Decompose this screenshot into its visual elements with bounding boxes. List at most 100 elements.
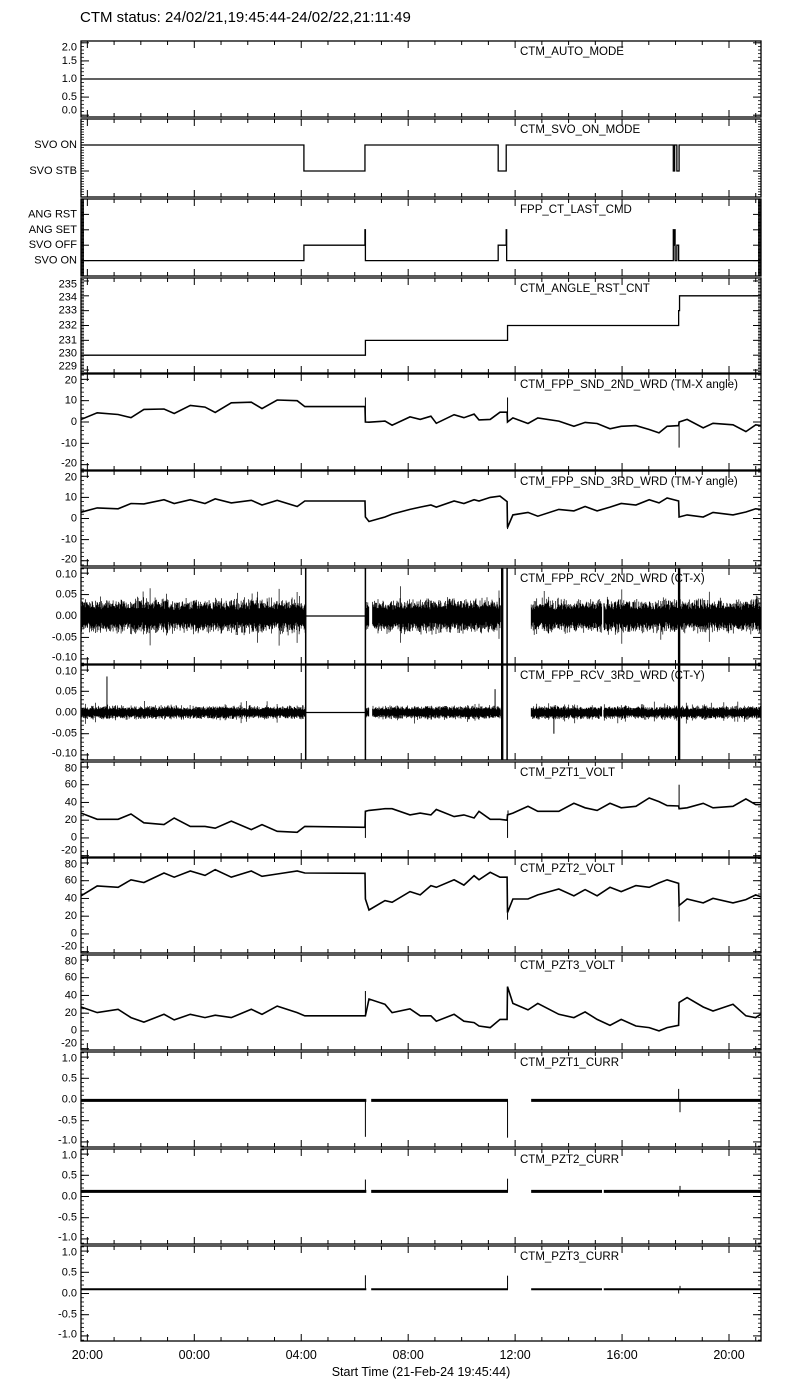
- y-tick-label: -1.0: [58, 1232, 77, 1244]
- y-tick-label: -20: [61, 458, 77, 470]
- panel-title: CTM_PZT1_VOLT: [520, 767, 615, 779]
- y-tick-label: 0.10: [56, 569, 77, 581]
- y-tick-label: 10: [65, 491, 77, 503]
- y-tick-label: 0: [71, 513, 77, 525]
- panels: 2.01.5 1.0 0.5 0.0 CTM_AUTO_MODE SVO ON SVO ST…: [28, 40, 762, 1362]
- y-tick-label: 20: [65, 910, 77, 922]
- y-tick-label: 0.05: [56, 685, 77, 697]
- panel-data: [81, 784, 761, 838]
- y-tick-label: -20: [61, 845, 77, 857]
- y-tick-label: 80: [65, 859, 77, 871]
- y-tick-label: 60: [65, 875, 77, 887]
- panel-7: 0.10 0.05 0.00 -0.05 -0.10 CTM_FPP_RCV_2ND_WR…: [52, 567, 762, 665]
- y-tick-label: 0.0: [62, 1094, 77, 1106]
- panel-title: CTM_PZT2_CURR: [520, 1154, 619, 1166]
- y-tick-label: -20: [61, 941, 77, 953]
- panel-title: CTM_ANGLE_RST_CNT: [520, 283, 650, 295]
- panel-title: CTM_SVO_ON_MODE: [520, 124, 640, 136]
- y-tick-label: 20: [65, 472, 77, 484]
- panel-data: [81, 1275, 761, 1294]
- y-tick-label: 0.00: [56, 610, 77, 622]
- y-tick-label: -1.0: [58, 1135, 77, 1147]
- y-tick-label: SVO ON: [34, 255, 77, 267]
- panel-2: SVO ON SVO STB CTM_SVO_ON_MODE: [29, 118, 762, 198]
- panel-data: [81, 144, 761, 172]
- y-tick-label: 40: [65, 989, 77, 1001]
- panel-data: [81, 495, 761, 530]
- y-tick-label: 0.5: [62, 1072, 77, 1084]
- x-axis-label: Start Time (21-Feb-24 19:45:44): [332, 1365, 511, 1379]
- y-tick-label: 60: [65, 779, 77, 791]
- noise-band: [81, 588, 306, 646]
- series-line: [81, 797, 761, 834]
- y-tick-label: 60: [65, 972, 77, 984]
- x-tick-label: 00:00: [179, 1348, 210, 1362]
- y-tick-label: -0.5: [58, 1309, 77, 1321]
- series-line: [81, 295, 761, 356]
- panel-data: [81, 868, 761, 922]
- panel-title: CTM_FPP_RCV_2ND_WRD (CT-X): [520, 573, 705, 585]
- y-tick-label: 0.5: [62, 1169, 77, 1181]
- panel-title: FPP_CT_LAST_CMD: [520, 204, 632, 216]
- chart-title: CTM status: 24/02/21,19:45:44-24/02/22,2…: [80, 9, 411, 26]
- y-tick-label: SVO STB: [29, 165, 77, 177]
- panel-6: 20 10 0 -10 -20 CTM_FPP_SND_3RD_WRD (TM-Y ang…: [61, 470, 762, 567]
- noise-band: [530, 703, 603, 724]
- panel-data: [81, 568, 761, 664]
- panel-title: CTM_FPP_SND_2ND_WRD (TM-X angle): [520, 379, 738, 391]
- panel-frame: [80, 954, 762, 1051]
- panel-title: CTM_FPP_RCV_3RD_WRD (CT-Y): [520, 670, 705, 682]
- y-tick-label: 1.5: [62, 55, 77, 67]
- panel-title: CTM_PZT3_CURR: [520, 1251, 619, 1263]
- y-tick-label: -20: [61, 554, 77, 566]
- x-tick-label: 08:00: [393, 1348, 424, 1362]
- panel-frame: [80, 857, 762, 954]
- series-line: [81, 986, 761, 1032]
- panel-data: [81, 1178, 761, 1197]
- series-line: [81, 868, 761, 913]
- panel-frame: [80, 761, 762, 858]
- panel-title: CTM_FPP_SND_3RD_WRD (TM-Y angle): [520, 476, 738, 488]
- y-tick-label: -10: [61, 437, 77, 449]
- y-tick-label: 20: [65, 1007, 77, 1019]
- panel-frame: [80, 1148, 762, 1245]
- panel-14: 1.0 0.5 0.0 -0.5 -1.0 CTM_PZT3_CURR: [58, 1245, 762, 1342]
- panel-title: CTM_PZT1_CURR: [520, 1057, 619, 1069]
- y-tick-label: SVO OFF: [29, 239, 78, 251]
- y-tick-label: 80: [65, 956, 77, 968]
- y-tick-label: 233: [59, 305, 77, 317]
- panel-13: 1.0 0.5 0.0 -0.5 -1.0 CTM_PZT2_CURR: [58, 1148, 762, 1245]
- panel-12: 1.0 0.5 0.0 -0.5 -1.0 CTM_PZT1_CURR: [58, 1051, 762, 1148]
- panel-frame: [80, 118, 762, 198]
- y-tick-label: 10: [65, 395, 77, 407]
- panel-title: CTM_PZT3_VOLT: [520, 960, 615, 972]
- y-tick-label: 20: [65, 375, 77, 387]
- panel-5: 20 10 0 -10 -20 CTM_FPP_SND_2ND_WRD (TM-X ang…: [61, 373, 762, 471]
- y-tick-label: ANG RST: [28, 208, 77, 220]
- x-tick-label: 20:00: [713, 1348, 744, 1362]
- panel-8: 0.10 0.05 0.00 -0.05 -0.10 CTM_FPP_RCV_3RD_WR…: [52, 664, 762, 761]
- panel-3: ANG RST ANG SET SVO OFF SVO ON FPP_CT_LAST_C…: [28, 198, 762, 277]
- series-line: [81, 495, 761, 528]
- y-tick-label: -10: [61, 534, 77, 546]
- x-tick-label: 16:00: [606, 1348, 637, 1362]
- y-tick-label: 0.00: [56, 707, 77, 719]
- y-tick-label: ANG SET: [29, 224, 78, 236]
- y-tick-label: -1.0: [58, 1329, 77, 1341]
- series-line: [81, 229, 761, 262]
- y-tick-label: 235: [59, 279, 77, 291]
- y-tick-label: 1.0: [62, 1247, 77, 1259]
- panel-data: [81, 986, 761, 1032]
- y-tick-label: 1.0: [62, 73, 77, 85]
- panel-data: [81, 397, 761, 448]
- y-tick-label: -0.5: [58, 1115, 77, 1127]
- y-tick-label: -20: [61, 1038, 77, 1050]
- y-tick-label: 229: [59, 361, 77, 373]
- panel-title: CTM_AUTO_MODE: [520, 46, 624, 58]
- y-tick-label: -0.05: [52, 728, 77, 740]
- y-tick-label: 0.0: [62, 105, 77, 117]
- panel-9: 80 60 40 20 0-20 CTM_PZT1_VOLT: [61, 761, 762, 858]
- y-tick-label: 0.05: [56, 589, 77, 601]
